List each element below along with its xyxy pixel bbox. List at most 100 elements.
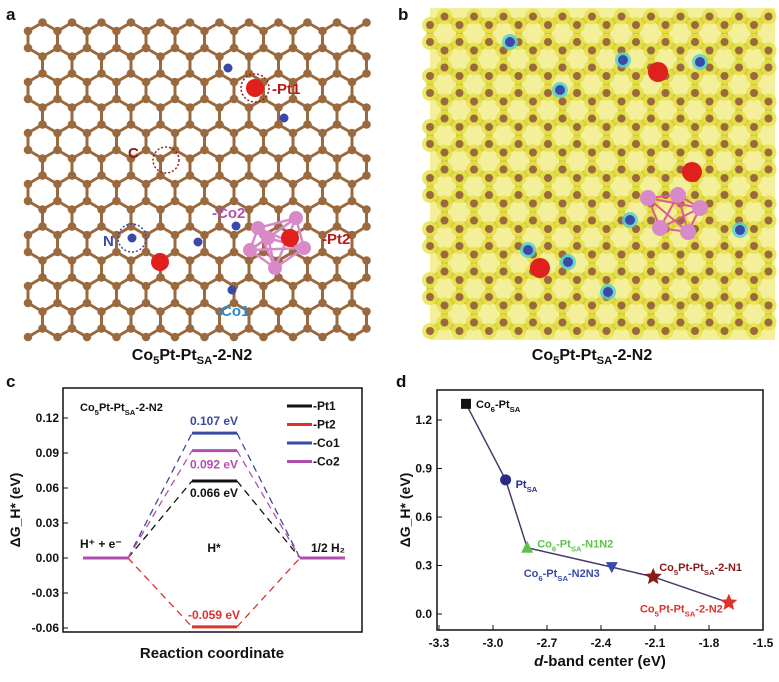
- carbon-atom: [499, 318, 508, 327]
- carbon-atom: [764, 12, 773, 21]
- x-axis-label-italic: d: [534, 653, 544, 670]
- carbon-atom: [602, 276, 611, 284]
- carbon-atom: [720, 276, 729, 284]
- carbon-atom: [38, 103, 47, 112]
- carbon-atom: [720, 140, 729, 148]
- x-tick-label: -3.0: [483, 636, 504, 650]
- carbon-atom: [647, 97, 655, 106]
- carbon-atom: [23, 230, 33, 240]
- carbon-atom: [764, 318, 773, 327]
- carbon-atom: [455, 191, 464, 199]
- carbon-atom: [750, 123, 758, 131]
- carbon-atom: [170, 26, 180, 36]
- carbon-atom: [647, 12, 655, 21]
- nitrogen-atom: [505, 37, 515, 47]
- carbon-atom: [67, 222, 77, 231]
- panel-b-charge-density: Co5Pt-PtSA-2-N2: [422, 8, 777, 367]
- carbon-atom: [126, 222, 136, 231]
- carbon-atom: [632, 191, 640, 199]
- carbon-atom: [156, 307, 165, 316]
- carbon-atom: [617, 318, 626, 327]
- carbon-atom: [82, 94, 92, 104]
- carbon-atom: [720, 89, 729, 97]
- carbon-atom: [676, 267, 685, 276]
- point-label-part: -Pt: [495, 399, 510, 411]
- chart-c-title-part: -2-N2: [135, 402, 163, 414]
- carbon-atom: [691, 89, 699, 97]
- carbon-atom: [529, 46, 537, 55]
- carbon-atom: [485, 225, 493, 233]
- chart-c-title-part: Co: [80, 402, 95, 414]
- carbon-atom: [156, 120, 165, 129]
- carbon-atom: [602, 140, 611, 148]
- carbon-atom: [38, 205, 47, 214]
- carbon-atom: [499, 250, 508, 259]
- carbon-atom: [499, 199, 508, 208]
- transition-line: [127, 480, 193, 559]
- carbon-atom: [274, 154, 283, 163]
- point-label-part: Pt: [516, 479, 527, 491]
- carbon-atom: [185, 273, 195, 282]
- carbon-atom: [750, 327, 758, 335]
- chart-c-title-part: SA: [125, 408, 136, 417]
- chart-c-title-part: 5: [95, 408, 100, 417]
- carbon-atom: [632, 276, 640, 284]
- panel-a-title: Co5Pt-PtSA-2-N2: [132, 347, 253, 367]
- carbon-atom: [244, 103, 254, 112]
- carbon-atom: [691, 140, 699, 148]
- carbon-atom: [332, 222, 342, 231]
- carbon-atom: [514, 89, 523, 97]
- y-tick-label: 0.03: [36, 516, 60, 530]
- carbon-atom: [97, 120, 106, 129]
- carbon-atom: [705, 63, 714, 72]
- carbon-atom: [259, 332, 268, 342]
- carbon-atom: [141, 128, 151, 138]
- carbon-atom: [215, 307, 224, 316]
- carbon-atom: [602, 191, 611, 199]
- carbon-atom: [440, 199, 449, 208]
- panel-a-title-part: 5: [153, 355, 159, 367]
- carbon-atom: [97, 103, 106, 112]
- point-label: Co5Pt-PtSA-2-N1: [659, 562, 742, 577]
- carbon-atom: [764, 148, 773, 157]
- point-label-part: SA: [527, 485, 538, 494]
- carbon-atom: [602, 174, 611, 182]
- legend-label: -Co2: [313, 455, 340, 469]
- carbon-atom: [185, 307, 195, 316]
- carbon-atom: [112, 332, 121, 342]
- carbon-atom: [112, 77, 121, 87]
- carbon-atom: [558, 148, 567, 157]
- carbon-atom: [750, 293, 758, 301]
- carbon-atom: [347, 179, 357, 189]
- carbon-atom: [229, 94, 239, 104]
- cobalt-atom: [670, 187, 686, 203]
- carbon-atom: [485, 293, 493, 301]
- carbon-atom: [455, 276, 464, 284]
- carbon-atom: [67, 256, 77, 265]
- carbon-atom: [170, 281, 180, 291]
- carbon-atom: [617, 114, 626, 123]
- carbon-atom: [303, 103, 312, 112]
- carbon-atom: [661, 276, 670, 284]
- nitrogen-atom: [555, 85, 565, 95]
- carbon-atom: [647, 267, 655, 276]
- carbon-atom: [67, 120, 77, 129]
- carbon-atom: [558, 63, 567, 72]
- legend-label: -Pt2: [313, 418, 336, 432]
- carbon-atom: [141, 145, 151, 155]
- panel-letter-a: a: [6, 5, 16, 24]
- carbon-atom: [735, 199, 743, 208]
- carbon-atom: [67, 273, 77, 282]
- carbon-atom: [274, 307, 283, 316]
- carbon-atom: [691, 242, 699, 250]
- star-marker: [644, 567, 662, 585]
- carbon-atom: [529, 199, 537, 208]
- carbon-atom: [318, 179, 327, 189]
- carbon-atom: [529, 165, 537, 174]
- carbon-atom: [229, 298, 239, 308]
- carbon-atom: [156, 205, 165, 214]
- carbon-atom: [126, 154, 136, 163]
- carbon-atom: [499, 12, 508, 21]
- carbon-atom: [288, 332, 298, 342]
- carbon-atom: [735, 97, 743, 106]
